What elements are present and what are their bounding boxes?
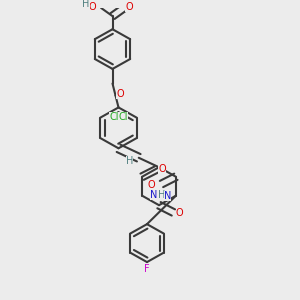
Text: O: O [125,2,133,12]
Text: O: O [116,89,124,99]
Text: H: H [126,157,133,166]
Text: N: N [150,190,157,200]
Text: F: F [144,264,150,274]
Text: H: H [82,0,90,9]
Text: O: O [176,208,183,218]
Text: H: H [158,190,165,200]
Text: Cl: Cl [109,112,119,122]
Text: O: O [158,164,166,174]
Text: Cl: Cl [118,112,128,122]
Text: N: N [164,191,171,201]
Text: O: O [88,2,96,12]
Text: O: O [148,180,155,190]
